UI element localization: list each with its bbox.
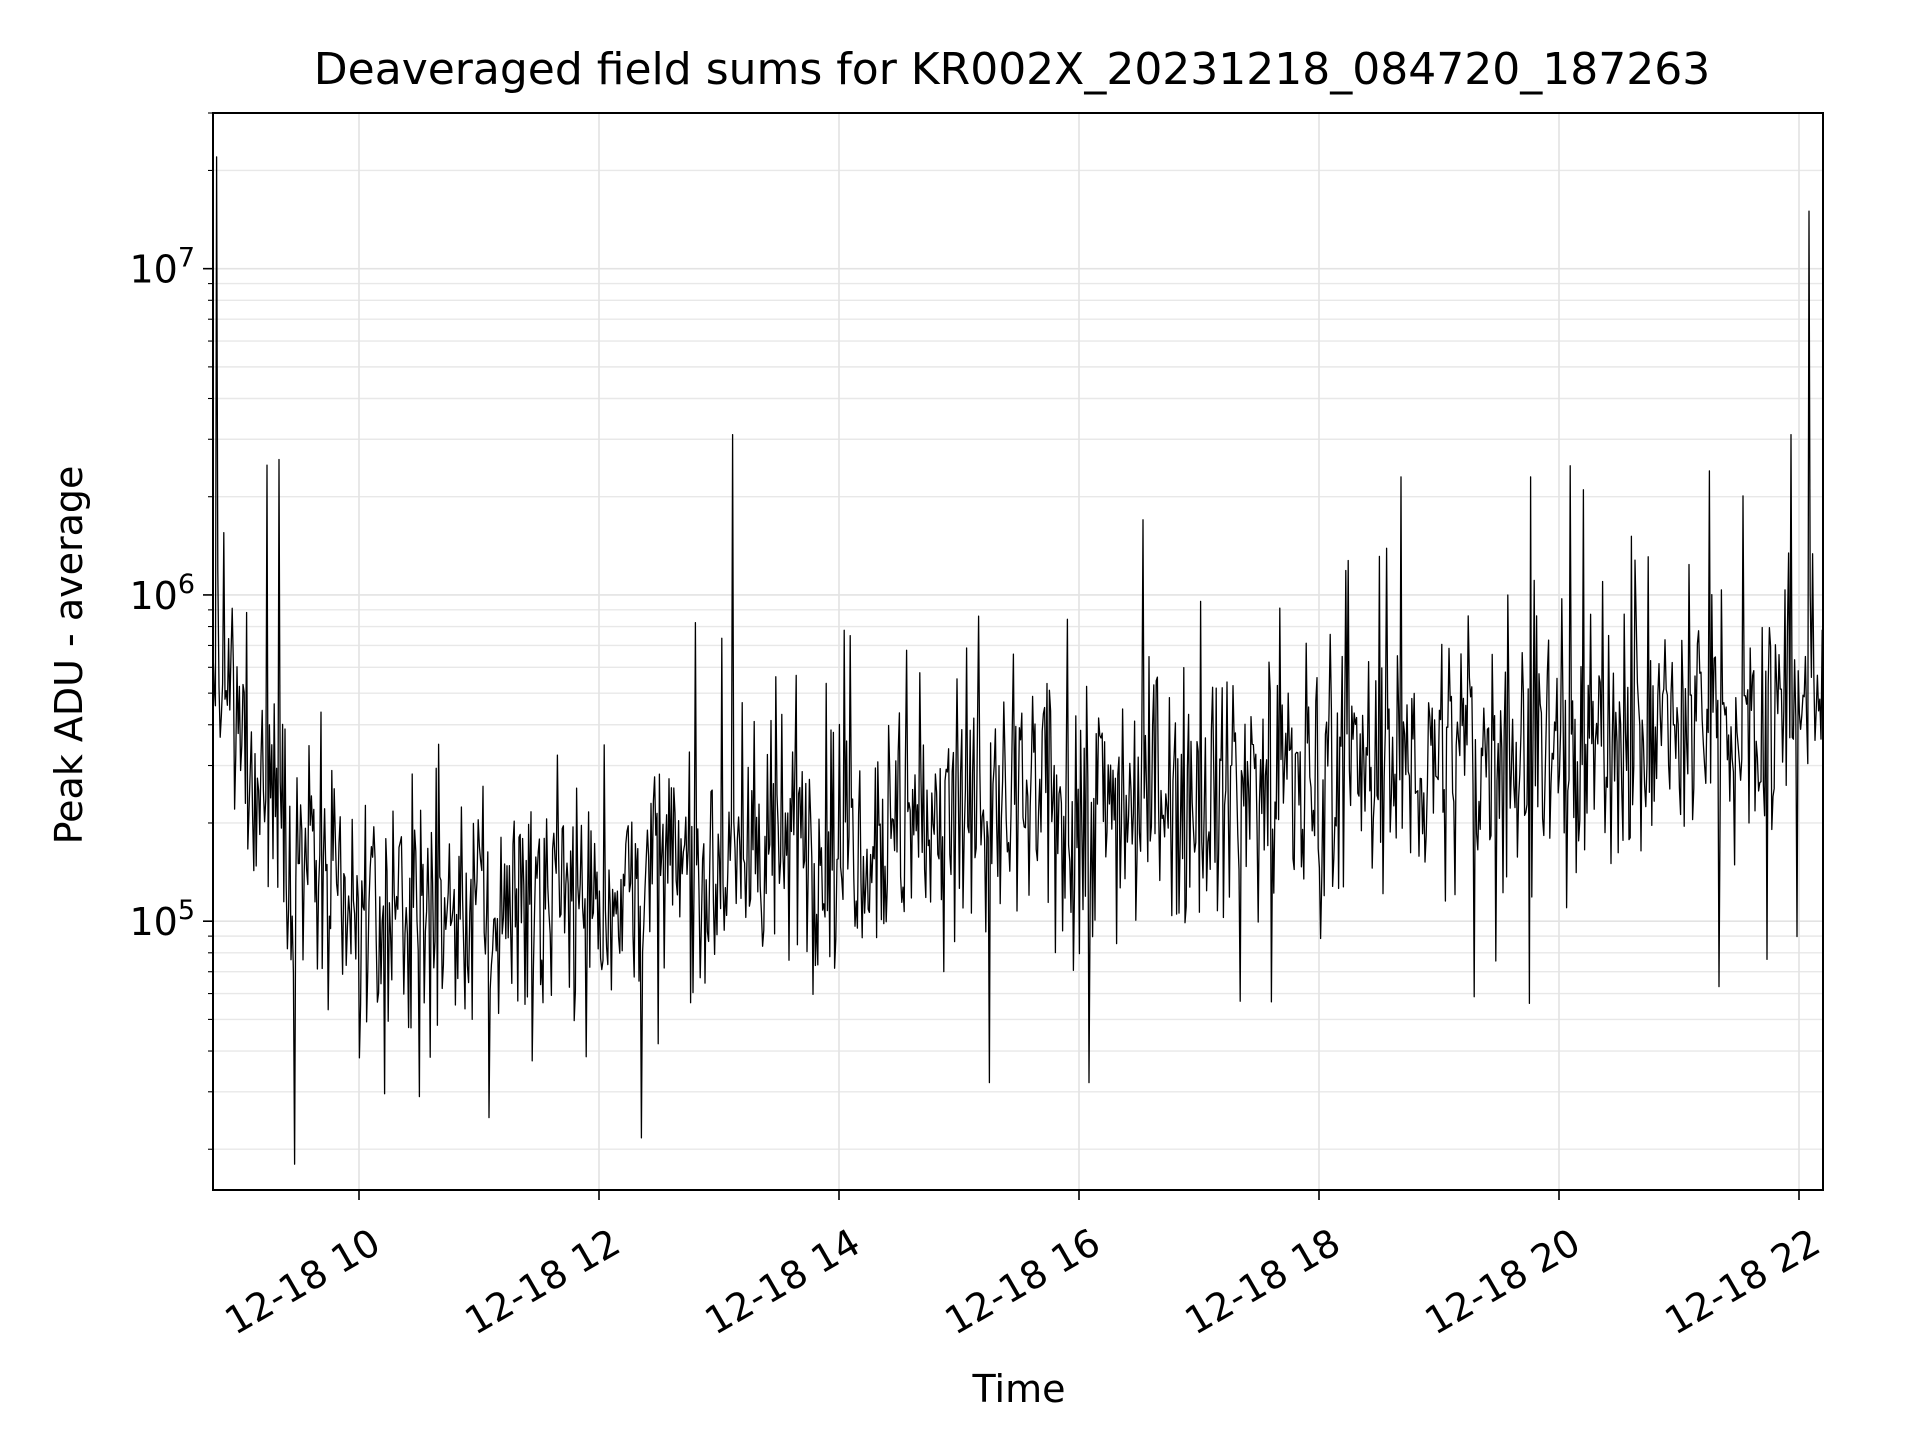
y-axis: 105 106 107: [129, 112, 213, 1150]
x-tick-label: 12-18 22: [1658, 1220, 1828, 1344]
y-tick-label: 107: [129, 243, 195, 292]
x-axis-label: Time: [972, 1367, 1066, 1411]
plot-area: 12-18 10 12-18 12 12-18 14 12-18 16 12-18 18…: [129, 112, 1828, 1343]
x-axis: 12-18 10 12-18 12 12-18 14 12-18 16 12-18 18…: [218, 1190, 1828, 1343]
x-tick-label: 12-18 16: [938, 1220, 1108, 1344]
plot-frame: [212, 112, 1824, 1191]
y-axis-label: Peak ADU - average: [47, 466, 91, 845]
x-tick-label: 12-18 10: [218, 1220, 388, 1344]
y-tick-label: 106: [129, 569, 195, 618]
x-tick-label: 12-18 20: [1418, 1220, 1588, 1344]
y-tick-label: 105: [129, 895, 195, 944]
chart-title: Deaveraged field sums for KR002X_2023121…: [314, 44, 1710, 95]
x-tick-label: 12-18 18: [1178, 1220, 1348, 1344]
grid-layer: [213, 112, 1823, 1190]
series-line-peak-adu: [212, 156, 1823, 1165]
x-tick-label: 12-18 12: [458, 1220, 628, 1344]
x-tick-label: 12-18 14: [698, 1220, 868, 1344]
